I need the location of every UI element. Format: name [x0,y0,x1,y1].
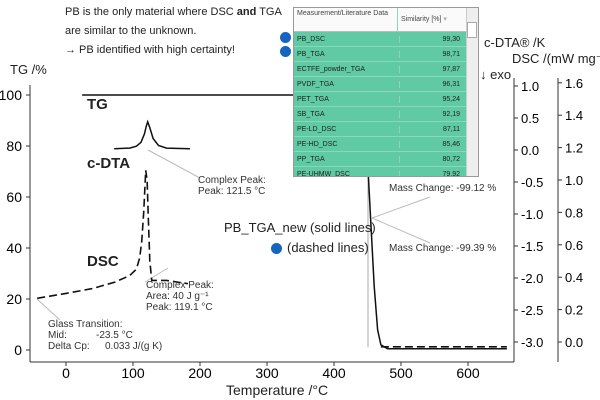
tg-tick-label: 40 [6,240,22,256]
mass-change-annotation-2: Mass Change: -99.39 % [389,243,497,254]
row-name: PE-UHMW_DSC [294,170,400,176]
cdta-tick-label: -2.0 [521,271,543,286]
x-axis-label: Temperature /°C [226,382,329,398]
x-tick-label: 600 [456,365,480,381]
table-row[interactable]: PE-UHMW_DSC 79,92 [294,167,478,177]
cdta-tick-label: -1.0 [521,207,543,222]
x-tick-label: 100 [121,365,145,381]
tg-curve-label: TG [87,96,108,113]
row-name: PVDF_TGA [294,80,400,88]
row-name: PE-HD_DSC [294,140,400,148]
glass-transition-annotation: Glass Transition: Mid: -23.5 °C Delta Cp: 0.… [48,319,163,352]
x-tick-label: 0 [62,365,70,381]
x-tick-label: 300 [255,365,279,381]
cdta-tick-label: 0.0 [521,143,539,158]
series-dsc-line [37,170,189,300]
x-tick-label: 500 [389,365,413,381]
row-similarity: 87,11 [443,125,460,133]
legend-dashed: (dashed lines) [287,240,369,255]
conclusion-note: PB is the only material where DSC and TG… [65,6,282,56]
dsc-tick-label: 0.4 [565,270,583,285]
dsc-tick-label: 1.2 [565,141,583,156]
annotation-leader-line [371,196,431,219]
row-similarity: 99,30 [442,35,460,43]
row-name: SB_TGA [294,110,400,118]
cdta-tick-label: 0.5 [521,111,539,126]
cdta-tick-label: 1.0 [521,79,539,94]
row-name: PB_DSC [294,35,400,43]
column-header-data[interactable]: Measurement/Literature Data [294,8,398,31]
row-similarity: 95,24 [442,95,460,103]
table-row[interactable]: PET_TGA 95,24 [294,92,478,107]
row-similarity: 97,87 [442,65,460,73]
dsc-tick-label: 1.6 [565,76,583,91]
dsc-tick-label: 0.8 [565,205,583,220]
dsc-tick-label: 1.0 [565,173,583,188]
cdta-tick-label: -0.5 [521,175,543,190]
table-row[interactable]: PVDF_TGA 96,31 [294,77,478,92]
table-row[interactable]: ECTFE_powder_TGA 97,87 [294,62,478,77]
annotation-leader-line [147,149,201,179]
table-scrollbar[interactable] [466,8,478,176]
row-name: PET_TGA [294,95,400,103]
dsc-curve-label: DSC [87,253,119,270]
cdta-tick-label: -3.0 [521,335,543,350]
cdta-tick-label: -2.5 [521,303,543,318]
row-similarity: 96,31 [442,80,460,88]
tg-tick-label: 0 [14,342,22,358]
tg-tick-label: 60 [6,189,22,205]
tg-tick-label: 80 [6,138,22,154]
tg-axis-label: TG /% [10,62,47,77]
column-header-similarity[interactable]: Similarity [%] ▾ [401,16,447,23]
row-similarity: 98,71 [442,50,460,58]
dsc-tick-label: 0.0 [565,335,583,350]
table-row[interactable]: SB_TGA 92,19 [294,107,478,122]
similarity-table[interactable]: Measurement/Literature Data Similarity [%… [293,7,479,177]
match-marker-tga [280,46,291,57]
series-c-dta-line [114,119,190,150]
x-tick-label: 200 [188,365,212,381]
row-name: ECTFE_powder_TGA [294,65,400,73]
legend-marker [271,243,282,254]
row-similarity: 92,19 [442,110,460,118]
exo-direction-label: ↓ exo [480,67,512,82]
cdta-tick-label: -1.5 [521,239,543,254]
match-marker-dsc [280,32,291,43]
annotation-leader-line [371,217,431,244]
table-row[interactable]: PP_TGA 80,72 [294,152,478,167]
cdta-peak-annotation: Complex Peak: Peak: 121.5 °C [198,175,266,197]
legend-solid: PB_TGA_new (solid lines) [224,220,376,235]
annotation-leader-line [144,267,169,283]
row-similarity: 79,92 [442,170,460,177]
tg-tick-label: 100 [0,87,22,103]
dsc-tick-label: 1.4 [565,108,583,123]
annotation-leader-line [36,298,61,321]
row-name: PB_TGA [294,50,400,58]
mass-change-annotation-1: Mass Change: -99.12 % [389,183,497,194]
table-row[interactable]: PE-HD_DSC 85,46 [294,137,478,152]
row-name: PE-LD_DSC [294,125,400,133]
dsc-tick-label: 0.6 [565,238,583,253]
tg-tick-label: 20 [6,291,22,307]
dsc-axis-label: DSC /(mW mg⁻¹) [512,51,600,66]
cdta-axis-label: c-DTA® /K [484,35,546,50]
table-row[interactable]: PB_DSC 99,30 [294,32,478,47]
x-tick-label: 400 [322,365,346,381]
row-similarity: 85,46 [442,140,460,148]
dsc-peak-annotation: Complex Peak: Area: 40 J g⁻¹ Peak: 119.1 °… [146,280,214,313]
cdta-curve-label: c-DTA [87,155,131,172]
row-name: PP_TGA [294,155,400,163]
row-similarity: 80,72 [442,155,460,163]
table-row[interactable]: PB_TGA 98,71 [294,47,478,62]
table-row[interactable]: PE-LD_DSC 87,11 [294,122,478,137]
dsc-tick-label: 0.2 [565,303,583,318]
